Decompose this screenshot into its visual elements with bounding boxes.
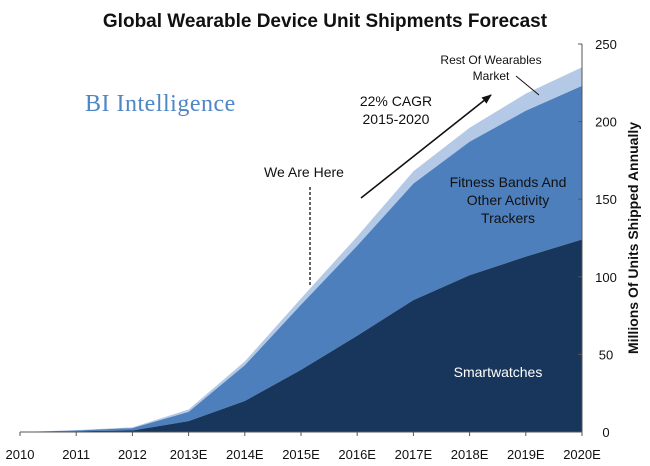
x-tick-label: 2014E bbox=[226, 447, 264, 462]
y-axis-ticks: 0 50 100 150 200 250 bbox=[578, 37, 617, 440]
annotation-cagr-period: 2015-2020 bbox=[363, 111, 430, 127]
y-tick-label: 200 bbox=[595, 115, 617, 130]
x-tick-label: 2010 bbox=[6, 447, 35, 462]
x-tick-label: 2020E bbox=[563, 447, 601, 462]
label-fitness-bands: Fitness Bands And bbox=[450, 174, 567, 190]
x-tick-label: 2012 bbox=[118, 447, 147, 462]
y-tick-label: 250 bbox=[595, 37, 617, 52]
area-series-group bbox=[20, 67, 582, 433]
label-smartwatches: Smartwatches bbox=[454, 364, 543, 380]
y-tick-label: 50 bbox=[599, 347, 613, 362]
x-tick-label: 2011 bbox=[62, 447, 90, 462]
area-fitness-bands-and-other-activity-trackers bbox=[20, 85, 582, 433]
label-fitness-trackers: Trackers bbox=[481, 210, 535, 226]
y-tick-label: 100 bbox=[595, 270, 617, 285]
area-smartwatches bbox=[20, 239, 582, 432]
area-rest-of-wearables-market bbox=[20, 67, 582, 432]
annotation-cagr: 22% CAGR bbox=[360, 93, 432, 109]
x-tick-label: 2015E bbox=[282, 447, 320, 462]
x-tick-label: 2019E bbox=[507, 447, 545, 462]
x-tick-label: 2017E bbox=[395, 447, 433, 462]
label-rest-of-wearables: Rest Of Wearables bbox=[440, 53, 541, 67]
chart-title: Global Wearable Device Unit Shipments Fo… bbox=[103, 11, 548, 32]
cagr-arrow bbox=[360, 94, 492, 199]
x-tick-label: 2018E bbox=[451, 447, 489, 462]
x-tick-label: 2013E bbox=[170, 447, 208, 462]
y-tick-label: 150 bbox=[595, 192, 617, 207]
label-fitness-other-activity: Other Activity bbox=[467, 192, 549, 208]
label-rest-of-wearables-market: Market bbox=[473, 69, 510, 83]
x-tick-label: 2016E bbox=[338, 447, 376, 462]
annotation-we-are-here: We Are Here bbox=[264, 164, 344, 180]
y-tick-label: 0 bbox=[602, 425, 609, 440]
x-axis-ticks: 2010 2011 2012 2013E 2014E 2015E 2016E 2017E 201… bbox=[6, 432, 601, 462]
rest-of-wearables-leader-line bbox=[515, 75, 540, 96]
brand-logo: BI Intelligence bbox=[85, 91, 236, 117]
y-axis-label: Millions Of Units Shipped Annually bbox=[625, 122, 641, 354]
